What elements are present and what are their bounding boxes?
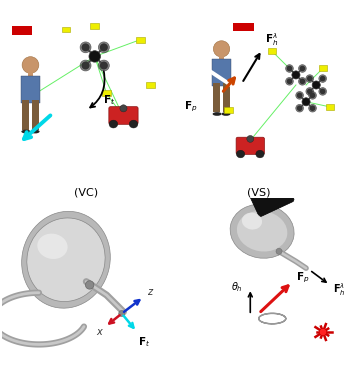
- Text: $x$: $x$: [96, 327, 104, 337]
- FancyBboxPatch shape: [250, 180, 294, 216]
- Circle shape: [312, 81, 320, 89]
- Ellipse shape: [256, 150, 264, 158]
- FancyBboxPatch shape: [109, 106, 138, 124]
- Ellipse shape: [30, 130, 40, 134]
- FancyBboxPatch shape: [32, 100, 39, 130]
- Circle shape: [306, 88, 314, 95]
- Circle shape: [22, 57, 39, 74]
- Circle shape: [119, 310, 125, 316]
- Circle shape: [319, 328, 327, 336]
- Ellipse shape: [221, 112, 230, 116]
- Text: $z$: $z$: [147, 286, 154, 297]
- FancyBboxPatch shape: [12, 26, 32, 34]
- Text: $\mathbf{F}_p$: $\mathbf{F}_p$: [184, 100, 198, 114]
- Text: $\theta_h$: $\theta_h$: [231, 280, 243, 294]
- FancyBboxPatch shape: [233, 23, 254, 31]
- Ellipse shape: [237, 211, 287, 252]
- FancyBboxPatch shape: [213, 83, 220, 112]
- Circle shape: [286, 64, 293, 72]
- FancyBboxPatch shape: [102, 90, 111, 96]
- Circle shape: [287, 66, 292, 71]
- Circle shape: [309, 92, 316, 99]
- Ellipse shape: [37, 234, 68, 259]
- Ellipse shape: [242, 213, 262, 230]
- FancyBboxPatch shape: [236, 137, 265, 154]
- Ellipse shape: [21, 130, 30, 134]
- Circle shape: [297, 93, 303, 98]
- Circle shape: [319, 88, 326, 95]
- Circle shape: [100, 62, 108, 69]
- FancyBboxPatch shape: [146, 82, 155, 88]
- Circle shape: [89, 51, 100, 62]
- FancyBboxPatch shape: [224, 107, 233, 113]
- Text: $\mathbf{F}_h^{\lambda}$: $\mathbf{F}_h^{\lambda}$: [266, 31, 279, 48]
- FancyBboxPatch shape: [28, 68, 33, 79]
- Ellipse shape: [27, 218, 105, 302]
- Circle shape: [297, 105, 303, 111]
- Circle shape: [319, 75, 326, 82]
- Ellipse shape: [22, 211, 110, 308]
- Circle shape: [286, 78, 293, 85]
- Circle shape: [296, 92, 304, 99]
- Circle shape: [80, 42, 91, 53]
- Ellipse shape: [129, 120, 138, 128]
- Circle shape: [213, 41, 230, 57]
- FancyBboxPatch shape: [212, 59, 231, 86]
- Circle shape: [247, 135, 254, 142]
- FancyBboxPatch shape: [22, 100, 29, 130]
- FancyBboxPatch shape: [219, 52, 224, 62]
- Circle shape: [310, 105, 315, 111]
- Circle shape: [80, 60, 91, 71]
- Circle shape: [299, 78, 305, 84]
- Circle shape: [320, 88, 326, 94]
- Circle shape: [287, 78, 292, 84]
- Text: $\mathbf{F}_p$: $\mathbf{F}_p$: [296, 271, 309, 285]
- Text: $\mathbf{F}_h^{\lambda}$: $\mathbf{F}_h^{\lambda}$: [333, 282, 345, 298]
- FancyBboxPatch shape: [326, 104, 334, 110]
- Ellipse shape: [230, 204, 294, 258]
- Circle shape: [81, 62, 90, 69]
- Circle shape: [296, 104, 304, 112]
- Circle shape: [100, 44, 108, 51]
- Circle shape: [81, 44, 90, 51]
- Circle shape: [320, 76, 326, 81]
- Circle shape: [298, 64, 306, 72]
- Ellipse shape: [109, 120, 118, 128]
- Circle shape: [307, 88, 313, 94]
- Circle shape: [276, 248, 282, 254]
- Circle shape: [120, 105, 127, 112]
- Circle shape: [298, 78, 306, 85]
- Circle shape: [302, 98, 310, 106]
- Circle shape: [86, 281, 94, 289]
- FancyBboxPatch shape: [223, 83, 230, 112]
- FancyBboxPatch shape: [62, 27, 70, 33]
- Circle shape: [310, 93, 315, 98]
- Text: (VC): (VC): [74, 188, 98, 198]
- Text: $\mathbf{F}_t$: $\mathbf{F}_t$: [138, 335, 150, 349]
- FancyBboxPatch shape: [90, 23, 99, 29]
- FancyBboxPatch shape: [21, 76, 40, 103]
- FancyBboxPatch shape: [268, 48, 276, 54]
- FancyBboxPatch shape: [319, 65, 327, 71]
- Circle shape: [98, 60, 109, 71]
- Circle shape: [309, 104, 316, 112]
- FancyBboxPatch shape: [136, 37, 145, 43]
- Text: (VS): (VS): [247, 188, 270, 198]
- Circle shape: [307, 76, 313, 81]
- Circle shape: [306, 75, 314, 82]
- Circle shape: [299, 66, 305, 71]
- Ellipse shape: [236, 150, 245, 158]
- Ellipse shape: [213, 112, 221, 116]
- Circle shape: [98, 42, 109, 53]
- Text: $\mathbf{F}_t$: $\mathbf{F}_t$: [103, 93, 116, 107]
- Circle shape: [292, 71, 300, 79]
